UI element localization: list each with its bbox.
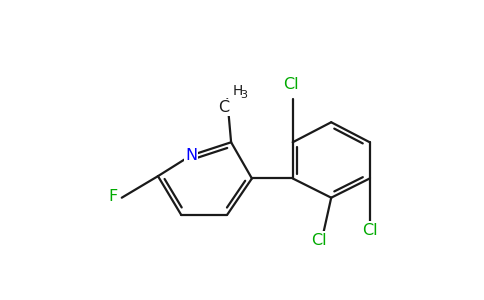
Text: N: N: [185, 148, 197, 163]
Text: Cl: Cl: [311, 232, 327, 247]
Text: H: H: [233, 84, 243, 98]
Text: 3: 3: [241, 90, 247, 100]
Text: F: F: [109, 189, 118, 204]
Text: C: C: [218, 100, 229, 115]
Text: Cl: Cl: [362, 223, 378, 238]
Text: Cl: Cl: [283, 77, 299, 92]
